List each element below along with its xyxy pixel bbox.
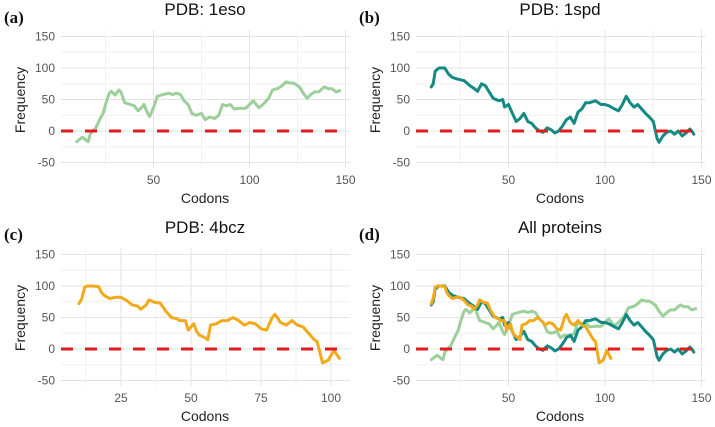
y-tick-label: -50 xyxy=(38,374,56,388)
y-tick-labels: -50 0 50 100 150 xyxy=(35,30,55,170)
x-tick-label: 150 xyxy=(691,391,711,405)
x-tick-labels: 50 100 150 xyxy=(147,173,356,187)
y-tick-label: 50 xyxy=(397,93,411,107)
panel-label: (b) xyxy=(359,8,380,27)
x-axis-title: Codons xyxy=(181,190,229,206)
x-tick-label: 25 xyxy=(114,391,128,405)
panel-b: (b) PDB: 1spd -50 0 50 100 150 50 100 150 Codo… xyxy=(359,0,712,206)
gridlines xyxy=(61,248,350,386)
x-tick-label: 100 xyxy=(595,391,615,405)
y-tick-label: 50 xyxy=(42,93,56,107)
x-tick-labels: 50 100 150 xyxy=(502,173,712,187)
x-tick-label: 50 xyxy=(184,391,198,405)
y-axis-title: Frequency xyxy=(367,285,383,351)
series-lines xyxy=(429,66,696,144)
chart-title: PDB: 4bcz xyxy=(165,218,245,237)
y-tick-label: 150 xyxy=(35,30,55,44)
y-tick-label: 50 xyxy=(42,311,56,325)
y-tick-label: 0 xyxy=(48,124,55,138)
y-axis-title: Frequency xyxy=(12,285,28,351)
series-line-1spd xyxy=(429,66,696,144)
series-lines xyxy=(77,284,341,365)
series-lines xyxy=(429,284,698,365)
y-tick-label: -50 xyxy=(393,374,411,388)
y-tick-label: 0 xyxy=(403,124,410,138)
series-lines xyxy=(75,80,342,144)
y-tick-label: 100 xyxy=(35,61,55,75)
panel-c: (c) PDB: 4bcz -50 0 50 100 150 25 50 75 100 Cod… xyxy=(4,218,350,424)
y-tick-labels: -50 0 50 100 150 xyxy=(35,248,55,388)
x-tick-label: 50 xyxy=(502,173,516,187)
x-tick-label: 100 xyxy=(595,173,615,187)
series-line-1eso xyxy=(75,80,342,144)
x-tick-labels: 25 50 75 100 xyxy=(114,391,341,405)
y-tick-label: 100 xyxy=(390,61,410,75)
chart-title: PDB: 1spd xyxy=(519,0,600,19)
x-tick-labels: 50 100 150 xyxy=(502,391,712,405)
y-tick-labels: -50 0 50 100 150 xyxy=(390,30,410,170)
panel-label: (d) xyxy=(359,225,380,244)
y-tick-label: 150 xyxy=(390,30,410,44)
panel-label: (c) xyxy=(4,225,23,244)
x-tick-label: 75 xyxy=(254,391,268,405)
series-line-4bcz xyxy=(429,284,613,365)
y-axis-title: Frequency xyxy=(367,67,383,133)
y-tick-label: -50 xyxy=(393,156,411,170)
y-axis-title: Frequency xyxy=(12,67,28,133)
x-tick-label: 50 xyxy=(147,173,161,187)
panel-a: (a) PDB: 1eso -50 0 50 100 150 50 100 150 Codo… xyxy=(4,0,356,206)
series-line-4bcz xyxy=(77,284,341,365)
y-tick-label: 150 xyxy=(35,248,55,262)
panel-label: (a) xyxy=(4,8,24,27)
x-axis-title: Codons xyxy=(181,408,229,424)
y-tick-label: 150 xyxy=(390,248,410,262)
panel-d: (d) All proteins -50 0 50 100 150 50 100 150 C… xyxy=(359,218,712,424)
x-tick-label: 150 xyxy=(335,173,355,187)
y-tick-label: 100 xyxy=(35,279,55,293)
y-tick-labels: -50 0 50 100 150 xyxy=(390,248,410,388)
y-tick-label: 0 xyxy=(48,342,55,356)
x-tick-label: 150 xyxy=(691,173,711,187)
y-tick-label: 100 xyxy=(390,279,410,293)
gridlines xyxy=(416,30,705,168)
x-tick-label: 50 xyxy=(502,391,516,405)
y-tick-label: -50 xyxy=(38,156,56,170)
x-axis-title: Codons xyxy=(536,408,584,424)
x-tick-label: 100 xyxy=(239,173,259,187)
chart-title: All proteins xyxy=(518,218,602,237)
x-axis-title: Codons xyxy=(536,190,584,206)
series-line-1eso xyxy=(429,298,698,362)
chart-title: PDB: 1eso xyxy=(164,0,245,19)
y-tick-label: 0 xyxy=(403,342,410,356)
x-tick-label: 100 xyxy=(321,391,341,405)
series-line-1spd xyxy=(429,284,696,362)
y-tick-label: 50 xyxy=(397,311,411,325)
